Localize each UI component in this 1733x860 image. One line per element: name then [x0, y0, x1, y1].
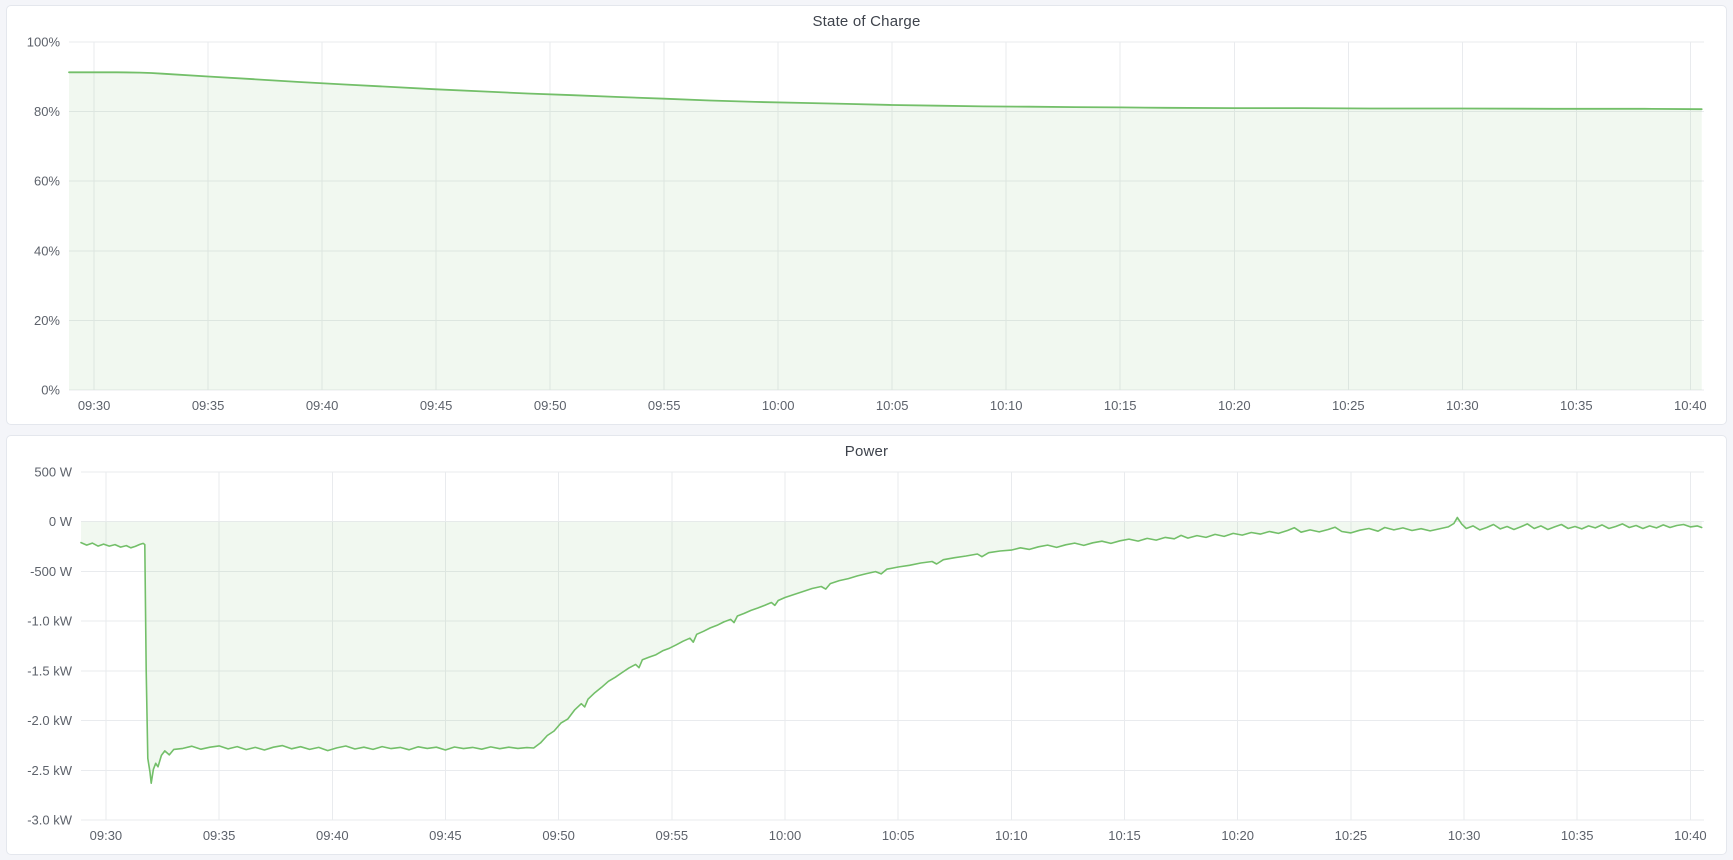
power-chart-svg: 500 W 0 W -500 W -1.0 kW -1.5 kW -2.0 kW -2.5 … [27, 465, 1707, 844]
state-of-charge-chart-svg: 100% 80% 60% 40% 20% 0% 09:30 09:35 09:40 09:45 09… [27, 35, 1707, 414]
x-axis-tick-label: 10:20 [1218, 398, 1251, 413]
series-area-fill [69, 72, 1702, 391]
y-axis-tick-label: -2.0 kW [27, 713, 73, 728]
x-axis-tick-label: 09:30 [78, 398, 111, 413]
y-axis-tick-label: 0 W [49, 514, 73, 529]
power-chart[interactable]: 500 W 0 W -500 W -1.0 kW -1.5 kW -2.0 kW -2.5 … [15, 464, 1718, 848]
x-axis-tick-label: 10:15 [1104, 398, 1137, 413]
x-axis-tick-label: 10:40 [1674, 828, 1707, 843]
x-axis-tick-label: 09:30 [90, 828, 123, 843]
power-panel-header: Power [7, 436, 1726, 466]
x-axis-tick-label: 09:40 [316, 828, 349, 843]
power-panel: Power 500 W 0 W -500 W -1.0 kW -1.5 kW -2.0 k… [6, 435, 1727, 855]
y-axis-tick-label: 40% [34, 243, 60, 258]
series-line [80, 516, 1703, 784]
x-axis-tick-label: 10:35 [1560, 398, 1593, 413]
y-axis-tick-label: -2.5 kW [27, 763, 73, 778]
y-axis-tick-label: -500 W [30, 564, 73, 579]
y-axis-tick-label: 80% [34, 104, 60, 119]
x-axis-tick-label: 10:10 [995, 828, 1028, 843]
state-of-charge-chart[interactable]: 100% 80% 60% 40% 20% 0% 09:30 09:35 09:40 09:45 09… [15, 34, 1718, 418]
x-axis-tick-label: 10:40 [1674, 398, 1707, 413]
state-of-charge-panel-header: State of Charge [7, 6, 1726, 36]
x-axis-tick-label: 10:35 [1561, 828, 1594, 843]
x-axis-tick-label: 10:30 [1446, 398, 1479, 413]
x-axis-tick-label: 09:55 [648, 398, 681, 413]
x-axis-tick-label: 10:00 [769, 828, 802, 843]
state-of-charge-panel: State of Charge 100% 80% 60% 40% 20% 0% 09:30 0… [6, 5, 1727, 425]
y-axis-tick-label: 100% [27, 35, 61, 50]
x-axis-tick-label: 09:55 [656, 828, 689, 843]
x-axis-tick-label: 10:20 [1221, 828, 1254, 843]
y-axis-tick-label: -1.0 kW [27, 614, 73, 629]
y-axis-tick-label: 500 W [34, 465, 72, 480]
y-axis-tick-label: 60% [34, 174, 60, 189]
x-axis-tick-label: 10:00 [762, 398, 795, 413]
y-axis-tick-label: -1.5 kW [27, 663, 73, 678]
x-axis-tick-label: 09:35 [192, 398, 225, 413]
power-panel-title[interactable]: Power [844, 442, 889, 460]
y-axis-tick-label: -3.0 kW [27, 813, 73, 828]
x-axis-tick-label: 09:50 [534, 398, 567, 413]
x-axis-tick-label: 10:10 [990, 398, 1023, 413]
y-axis-tick-label: 0% [41, 383, 60, 398]
x-axis-tick-label: 09:45 [429, 828, 462, 843]
x-axis-tick-label: 10:25 [1335, 828, 1368, 843]
series-area-fill [81, 517, 1702, 784]
x-axis-tick-label: 10:05 [876, 398, 909, 413]
x-axis-tick-label: 10:25 [1332, 398, 1365, 413]
x-axis-tick-label: 09:45 [420, 398, 453, 413]
x-axis-tick-label: 10:05 [882, 828, 915, 843]
x-axis-tick-label: 09:50 [542, 828, 575, 843]
x-axis-tick-label: 09:40 [306, 398, 339, 413]
x-axis-tick-label: 09:35 [203, 828, 236, 843]
state-of-charge-panel-title[interactable]: State of Charge [812, 12, 921, 30]
x-axis-tick-label: 10:15 [1108, 828, 1141, 843]
y-axis-tick-label: 20% [34, 313, 60, 328]
series-line [68, 71, 1703, 111]
x-axis-tick-label: 10:30 [1448, 828, 1481, 843]
